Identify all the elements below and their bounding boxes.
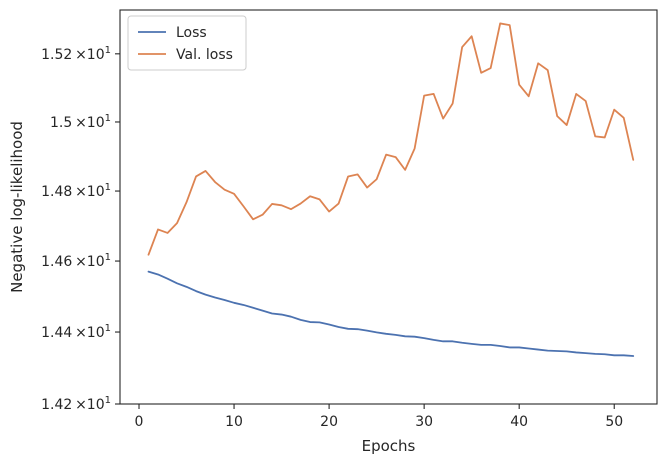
legend: Loss Val. loss: [127, 15, 247, 71]
x-tick-label: 0: [135, 414, 144, 430]
plot-series: [147, 22, 635, 357]
y-tick-label: 1.52 ×101: [41, 45, 111, 63]
y-axis-title: Negative log-likelihood: [8, 121, 26, 293]
y-tick-label: 1.5 ×101: [50, 113, 111, 131]
legend-label: Loss: [176, 25, 207, 41]
y-axis: 1.42 ×101 1.44 ×101 1.46 ×101 1.48 ×101 1.5 …: [41, 45, 120, 413]
plot-frame: [119, 9, 658, 405]
y-tick-label: 1.46 ×101: [41, 252, 111, 270]
series-line-val-loss: [147, 22, 635, 256]
x-tick-label: 20: [320, 414, 338, 430]
x-axis: 0 10 20 30 40 50: [135, 404, 623, 430]
legend-box: [127, 15, 247, 71]
series-line-loss: [147, 270, 635, 357]
y-tick-label: 1.48 ×101: [41, 182, 111, 200]
x-tick-label: 50: [605, 414, 623, 430]
y-tick-label: 1.42 ×101: [41, 395, 111, 413]
legend-label: Val. loss: [176, 47, 233, 63]
x-tick-label: 30: [415, 414, 433, 430]
x-axis-title: Epochs: [362, 437, 416, 455]
x-tick-label: 10: [225, 414, 243, 430]
y-tick-label: 1.44 ×101: [41, 323, 111, 341]
x-tick-label: 40: [510, 414, 528, 430]
